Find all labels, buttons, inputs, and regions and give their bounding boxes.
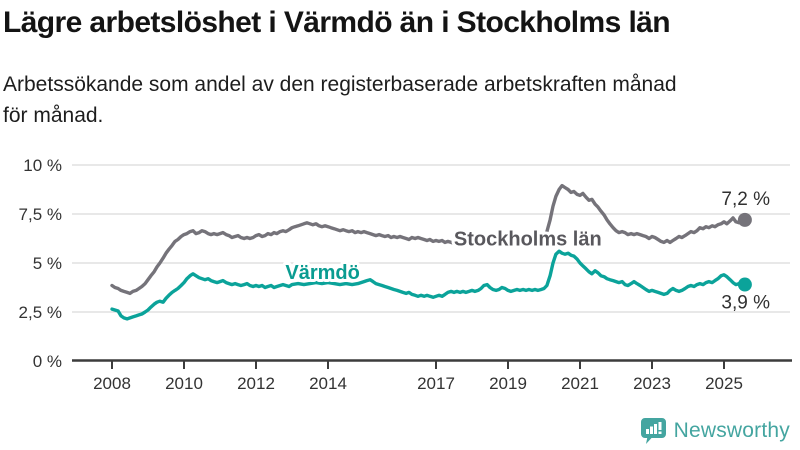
x-axis-label: 2010 [165, 374, 203, 393]
end-value-label-stockholms-l-n: 7,2 % [721, 189, 770, 210]
x-axis-label: 2017 [417, 374, 455, 393]
subtitle-line-1: Arbetssökande som andel av den registerb… [3, 73, 677, 96]
series-line-v-rmd- [110, 249, 747, 321]
x-axis-label: 2025 [705, 374, 743, 393]
bar-1 [645, 429, 649, 434]
series-label-v-rmd-: Värmdö [285, 262, 359, 284]
y-axis-label: 7,5 % [19, 205, 62, 224]
end-dot-stockholms-l-n [737, 212, 752, 227]
newsworthy-logo[interactable]: Newsworthy [640, 417, 790, 445]
x-axis-label: 2014 [309, 374, 347, 393]
exclamation-dot [658, 431, 662, 434]
series-label-stockholms-l-n: Stockholms län [454, 229, 602, 251]
bar-2 [649, 426, 653, 434]
newsworthy-bubble-icon [640, 418, 666, 444]
x-axis-label: 2023 [633, 374, 671, 393]
series-line-stockholms-l-n [110, 183, 747, 296]
y-axis-label: 5 % [33, 254, 62, 273]
exclamation-stem [658, 422, 662, 430]
end-dot-v-rmd- [737, 277, 752, 292]
subtitle-line-2: för månad. [3, 104, 104, 127]
x-axis-label: 2021 [561, 374, 599, 393]
chart-header: Lägre arbetslöshet i Värmdö än i Stockho… [3, 4, 797, 131]
brand-name: Newsworthy [673, 419, 790, 442]
y-axis-label: 2,5 % [19, 303, 62, 322]
x-axis-label: 2008 [93, 374, 131, 393]
bar-3 [653, 424, 657, 434]
x-axis-label: 2012 [237, 374, 275, 393]
y-axis-label: 10 % [23, 156, 62, 175]
end-value-label-v-rmd-: 3,9 % [721, 293, 770, 314]
page-title: Lägre arbetslöshet i Värmdö än i Stockho… [3, 6, 671, 39]
chart-subtitle: Arbetssökande som andel av den registerb… [3, 69, 797, 131]
x-axis-label: 2019 [489, 374, 527, 393]
y-axis-label: 0 % [33, 352, 62, 371]
